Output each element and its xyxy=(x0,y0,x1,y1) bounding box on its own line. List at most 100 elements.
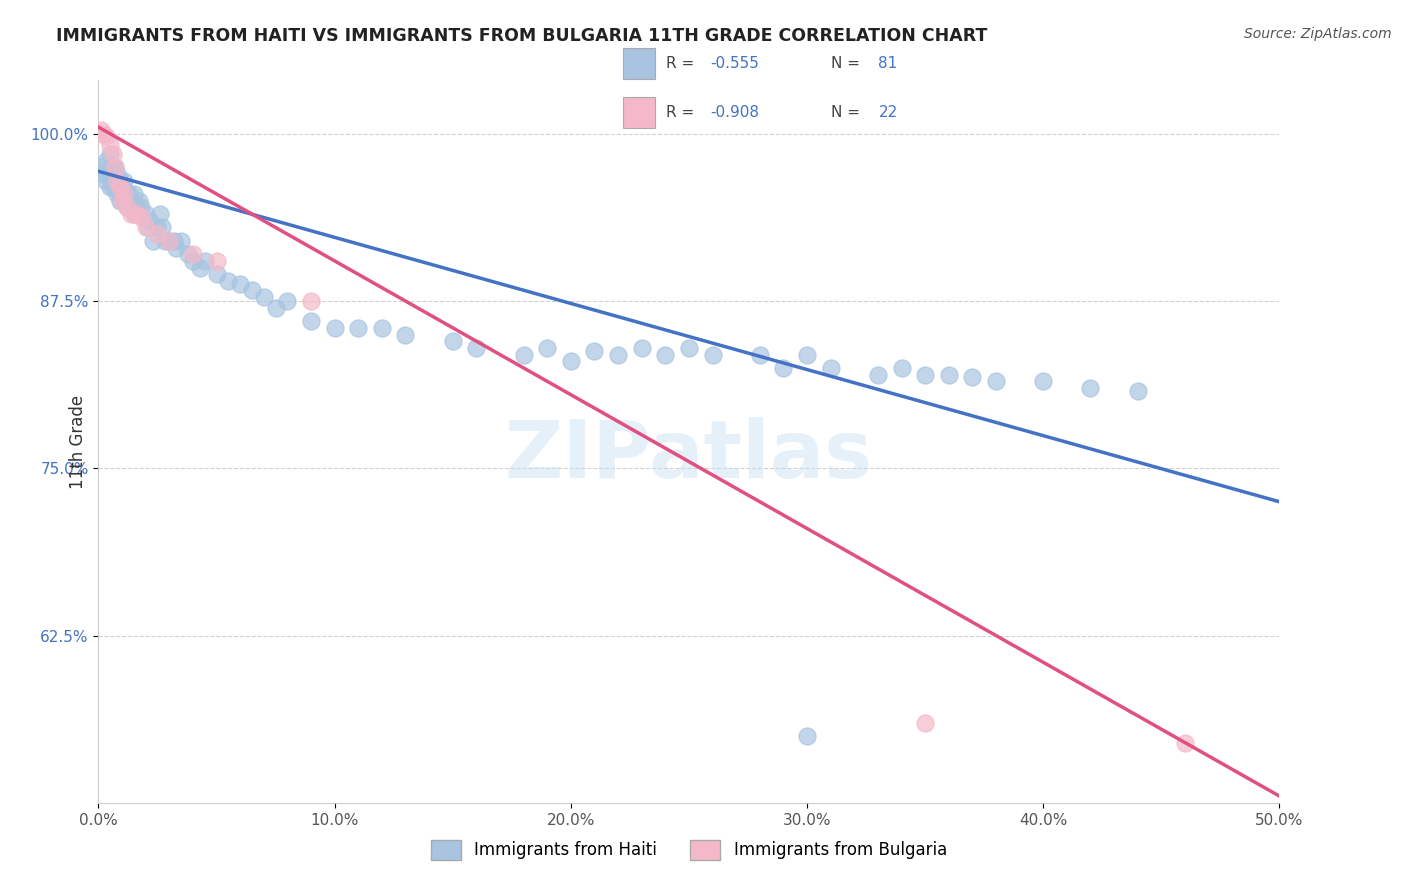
Point xyxy=(654,348,676,362)
Point xyxy=(1126,384,1149,398)
Point xyxy=(536,341,558,355)
Point xyxy=(229,277,252,291)
Point xyxy=(112,174,135,188)
Point xyxy=(984,375,1007,389)
Point xyxy=(217,274,239,288)
Point xyxy=(146,227,169,241)
Point xyxy=(240,284,263,298)
Point xyxy=(90,161,112,175)
Point xyxy=(108,194,131,208)
Point xyxy=(796,729,818,743)
Point xyxy=(583,343,606,358)
Point xyxy=(866,368,889,382)
FancyBboxPatch shape xyxy=(623,97,655,128)
Point xyxy=(678,341,700,355)
Point xyxy=(177,247,200,261)
Point xyxy=(121,194,143,208)
Point xyxy=(560,354,582,368)
Point xyxy=(163,234,186,248)
Point xyxy=(890,361,912,376)
Point xyxy=(105,187,128,202)
Text: -0.908: -0.908 xyxy=(710,105,759,120)
Text: Source: ZipAtlas.com: Source: ZipAtlas.com xyxy=(1244,27,1392,41)
Point xyxy=(90,123,112,137)
Point xyxy=(205,268,228,282)
FancyBboxPatch shape xyxy=(623,48,655,78)
Point xyxy=(101,161,124,175)
Point xyxy=(820,361,842,376)
Point xyxy=(323,321,346,335)
Point xyxy=(914,715,936,730)
Point xyxy=(112,194,135,208)
Point xyxy=(112,187,135,202)
Point xyxy=(1032,375,1054,389)
Point xyxy=(153,234,176,248)
Point xyxy=(188,260,211,275)
Point xyxy=(194,253,217,268)
Point xyxy=(105,167,128,181)
Point xyxy=(94,153,117,168)
Point xyxy=(115,201,138,215)
Point xyxy=(101,180,124,194)
Point xyxy=(108,174,131,188)
Point xyxy=(97,167,120,181)
Point xyxy=(772,361,794,376)
Point xyxy=(146,220,169,235)
Point xyxy=(962,370,984,384)
Point xyxy=(94,174,117,188)
Text: IMMIGRANTS FROM HAITI VS IMMIGRANTS FROM BULGARIA 11TH GRADE CORRELATION CHART: IMMIGRANTS FROM HAITI VS IMMIGRANTS FROM… xyxy=(56,27,987,45)
Point xyxy=(276,294,298,309)
Text: 81: 81 xyxy=(879,56,897,70)
Point xyxy=(98,137,121,152)
Point xyxy=(253,290,276,304)
Point xyxy=(157,234,180,248)
Point xyxy=(98,180,121,194)
Text: N =: N = xyxy=(831,56,865,70)
Point xyxy=(347,321,370,335)
Point xyxy=(115,187,138,202)
Point xyxy=(91,167,114,181)
Point xyxy=(205,253,228,268)
Point xyxy=(129,210,152,224)
Point xyxy=(465,341,488,355)
Point xyxy=(118,187,141,202)
Point xyxy=(1174,735,1197,749)
Point xyxy=(101,146,124,161)
Point xyxy=(111,180,134,194)
Text: ZIPatlas: ZIPatlas xyxy=(505,417,873,495)
Point xyxy=(264,301,287,315)
Point xyxy=(135,207,157,221)
Point xyxy=(630,341,652,355)
Point xyxy=(136,220,159,235)
Point xyxy=(128,194,150,208)
Point xyxy=(149,207,172,221)
Point xyxy=(91,127,114,141)
Point xyxy=(104,161,127,175)
Point xyxy=(139,214,162,228)
Point xyxy=(914,368,936,382)
Point xyxy=(104,161,127,175)
Point xyxy=(394,327,416,342)
Y-axis label: 11th Grade: 11th Grade xyxy=(69,394,87,489)
Point xyxy=(938,368,960,382)
Point xyxy=(122,207,145,221)
Point xyxy=(165,241,187,255)
Point xyxy=(121,207,143,221)
Point xyxy=(702,348,724,362)
Point xyxy=(796,348,818,362)
Point xyxy=(115,201,138,215)
Point xyxy=(512,348,534,362)
Point xyxy=(135,220,157,235)
Point xyxy=(157,234,180,248)
Point xyxy=(125,201,148,215)
Point xyxy=(94,129,117,144)
Point xyxy=(111,194,134,208)
Text: N =: N = xyxy=(831,105,865,120)
Point xyxy=(299,294,322,309)
Point xyxy=(125,207,148,221)
Point xyxy=(748,348,770,362)
Point xyxy=(1080,381,1102,395)
Point xyxy=(122,187,145,202)
Point xyxy=(299,314,322,328)
Point xyxy=(441,334,464,349)
